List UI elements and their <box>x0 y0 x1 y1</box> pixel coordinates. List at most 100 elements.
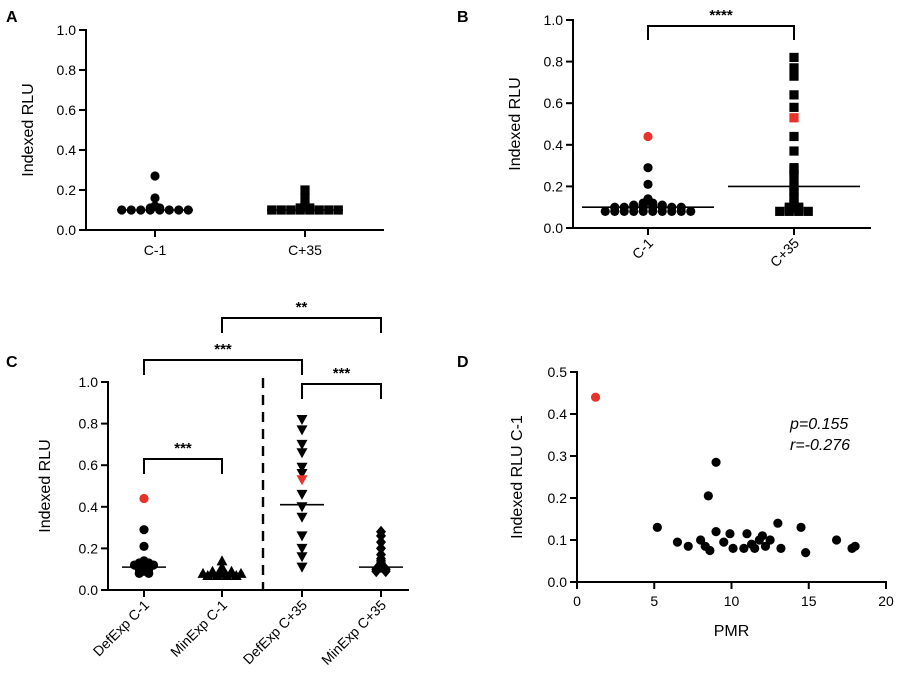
data-point-b <box>789 90 799 100</box>
data-point-b <box>775 206 785 216</box>
y-tick-label-b: 0.6 <box>544 95 564 111</box>
data-point-b <box>789 71 799 81</box>
x-tick-label-d: 0 <box>573 593 581 609</box>
data-point-c <box>226 565 237 576</box>
data-point-c <box>296 439 308 450</box>
data-point-d <box>672 537 683 547</box>
data-point-c <box>296 543 308 554</box>
significance-label-c: ** <box>296 299 308 316</box>
data-point-b <box>600 206 610 216</box>
x-category-label-c: MinExp C-1 <box>167 597 230 660</box>
y-tick-label-b: 0.2 <box>544 178 564 194</box>
data-point-d <box>728 543 738 554</box>
significance-label-c: *** <box>214 341 232 358</box>
highlight-point-c <box>296 475 308 486</box>
y-axis-title-b: Indexed RLU <box>507 77 524 170</box>
data-point-b <box>789 63 799 73</box>
data-point-d <box>719 537 729 547</box>
x-category-label-c: DefExp C-1 <box>90 597 153 660</box>
data-point-a <box>300 193 310 203</box>
y-tick-label-d: 0.4 <box>548 406 568 422</box>
data-point-c <box>296 489 308 500</box>
data-point-d <box>801 548 811 558</box>
y-tick-label-c: 0.4 <box>79 499 99 515</box>
y-tick-label-b: 0.4 <box>544 137 564 153</box>
data-point-c <box>139 541 149 551</box>
significance-label-c: *** <box>333 365 351 382</box>
y-tick-label-d: 0.1 <box>548 532 568 548</box>
data-point-d <box>757 531 768 541</box>
data-point-b <box>789 52 799 63</box>
data-point-d <box>750 543 760 554</box>
y-tick-label-c: 0.6 <box>79 457 99 473</box>
highlight-point-c <box>139 493 149 504</box>
highlight-point-b <box>789 113 799 123</box>
panel-label-a: A <box>6 9 18 26</box>
y-tick-label-c: 1.0 <box>79 374 99 390</box>
significance-label-b: **** <box>709 7 733 24</box>
y-tick-label-d: 0.0 <box>548 574 568 590</box>
data-point-c <box>376 548 386 561</box>
y-tick-label-b: 0.0 <box>544 220 564 236</box>
data-point-c <box>376 542 386 555</box>
p-value-annotation: p=0.155 <box>789 416 848 433</box>
data-point-c <box>296 502 308 513</box>
y-axis-title-d: Indexed RLU C-1 <box>509 415 526 539</box>
y-tick-label-c: 0.0 <box>79 582 99 598</box>
data-point-c <box>376 525 386 538</box>
y-tick-label-b: 0.8 <box>544 54 564 70</box>
data-point-c <box>296 469 308 480</box>
x-category-label-a: C+35 <box>288 242 322 258</box>
data-point-b <box>794 202 804 212</box>
data-point-a <box>150 201 160 211</box>
data-point-d <box>850 541 860 551</box>
data-point-d <box>711 457 721 467</box>
data-point-b <box>803 206 813 216</box>
data-point-d <box>711 527 721 537</box>
data-point-c <box>296 414 308 425</box>
data-point-b <box>643 179 653 189</box>
y-tick-label-a: 1.0 <box>57 22 77 38</box>
y-tick-label-b: 1.0 <box>544 12 564 28</box>
data-point-d <box>739 543 749 554</box>
x-axis-title-d: PMR <box>714 623 750 640</box>
panel-label-d: D <box>457 354 469 371</box>
highlight-point-d <box>590 392 601 402</box>
data-point-c <box>296 552 308 563</box>
data-point-b <box>789 102 799 112</box>
data-point-d <box>705 545 715 556</box>
x-tick-label-d: 10 <box>724 593 740 609</box>
data-point-a <box>300 185 310 195</box>
data-point-d <box>725 529 735 539</box>
x-category-label-c: DefExp C+35 <box>240 597 311 668</box>
data-point-d <box>703 491 713 501</box>
panel-label-b: B <box>457 9 469 26</box>
data-point-c <box>296 562 308 573</box>
data-point-c <box>216 561 228 572</box>
y-tick-label-c: 0.2 <box>79 540 99 556</box>
data-point-b <box>789 146 799 156</box>
x-category-label-c: MinExp C+35 <box>318 597 389 668</box>
data-point-c <box>139 525 149 535</box>
x-category-label-b: C+35 <box>767 235 802 270</box>
y-tick-label-d: 0.2 <box>548 490 568 506</box>
data-point-c <box>139 556 149 566</box>
x-tick-label-d: 5 <box>650 593 658 609</box>
data-point-d <box>765 535 775 545</box>
data-point-c <box>296 462 308 473</box>
data-point-a <box>150 193 160 203</box>
y-axis-title-c: Indexed RLU <box>37 439 54 532</box>
highlight-point-b <box>643 131 653 142</box>
data-point-c <box>296 531 308 542</box>
data-point-b <box>629 200 639 210</box>
data-point-c <box>296 448 308 459</box>
y-tick-label-c: 0.8 <box>79 416 99 432</box>
data-point-d <box>742 529 752 539</box>
data-point-b <box>789 179 799 189</box>
chart-layer: 0.0 0.2 0.4 0.6 0.8 1.0 Indexed RLU C-1 C+35 0.0 0… <box>20 7 894 668</box>
x-tick-label-d: 15 <box>801 593 817 609</box>
data-point-c <box>376 536 386 549</box>
x-category-label-a: C-1 <box>144 242 167 258</box>
data-point-d <box>796 522 806 533</box>
